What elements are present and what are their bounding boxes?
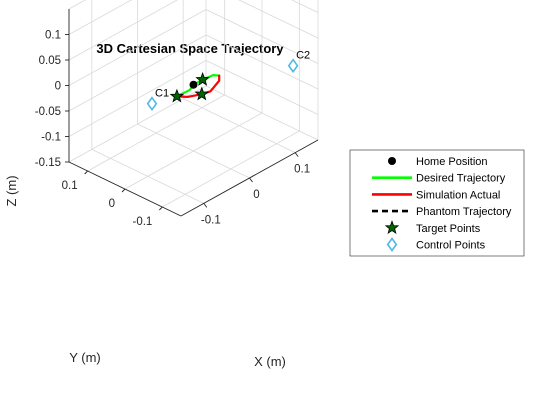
back-wall-gridline <box>68 0 178 61</box>
control-point-marker <box>287 58 299 74</box>
target-point-marker <box>195 71 210 86</box>
z-tick-label: -0.05 <box>35 106 61 118</box>
y-tick-label: 0.1 <box>62 180 78 192</box>
side-wall-gridline <box>238 0 319 39</box>
legend-entry: Desired Trajectory <box>372 173 506 185</box>
back-wall-gridline <box>68 9 207 86</box>
legend-diamond-swatch <box>386 237 398 252</box>
tick-mark <box>84 170 88 175</box>
legend-label: Home Position <box>416 156 488 168</box>
legend-label: Control Points <box>416 240 486 252</box>
z-tick-label: 0.05 <box>39 55 61 67</box>
grid <box>68 0 319 208</box>
legend-entry: Simulation Actual <box>372 189 500 201</box>
legend-label: Target Points <box>416 223 481 235</box>
target-point-marker <box>169 88 185 103</box>
x-tick-label: 0 <box>253 189 259 201</box>
tick-mark <box>249 177 253 183</box>
floor-gridline <box>124 112 263 190</box>
tick-mark <box>203 203 208 208</box>
legend-entry: Phantom Trajectory <box>372 206 512 218</box>
z-tick-label: -0.15 <box>35 157 61 169</box>
floor-gridline <box>162 130 300 208</box>
legend: Home Position Desired Trajectory Simulatio… <box>349 149 525 257</box>
side-wall-gridline <box>291 0 319 13</box>
target-point-marker <box>194 86 210 101</box>
z-tick-label: 0 <box>55 81 61 93</box>
x-axis-label: X (m) <box>254 354 286 369</box>
legend-entry: Home Position <box>388 156 488 168</box>
y-axis-label: Y (m) <box>69 350 101 365</box>
legend-entry: Target Points <box>384 220 481 235</box>
back-wall-gridline <box>68 34 207 112</box>
legend-home-swatch <box>388 157 396 165</box>
legend-label: Desired Trajectory <box>416 173 506 185</box>
x-tick-label: -0.1 <box>201 214 221 226</box>
back-wall-gridline <box>68 60 207 137</box>
control-point-label: C2 <box>296 50 310 62</box>
y-tick-label: -0.1 <box>133 216 153 228</box>
legend-box <box>349 149 525 257</box>
tick-mark <box>121 188 126 193</box>
plot-data: C1 C2 <box>146 50 310 112</box>
side-wall-gridline <box>205 34 319 90</box>
side-wall-gridline <box>205 85 319 141</box>
tick-mark <box>159 206 163 211</box>
axes <box>65 9 319 217</box>
back-wall-gridline <box>68 0 133 35</box>
z-tick-label: 0.1 <box>45 30 61 42</box>
x-tick-label: 0.1 <box>294 164 310 176</box>
back-wall-gridline <box>68 85 207 163</box>
floor-gridline <box>87 94 225 172</box>
legend-star-swatch <box>384 220 400 234</box>
legend-label: Simulation Actual <box>416 189 500 201</box>
home-position-marker <box>189 80 198 89</box>
side-wall-gridline <box>205 9 319 64</box>
chart-title: 3D Cartesian Space Trajectory <box>96 41 284 56</box>
legend-label: Phantom Trajectory <box>416 206 512 218</box>
z-axis-label: Z (m) <box>4 175 19 206</box>
control-point-label: C1 <box>155 88 169 100</box>
legend-entry: Control Points <box>386 237 486 252</box>
series-line-desired-trajectory <box>175 73 221 98</box>
z-tick-label: -0.1 <box>41 132 61 144</box>
y-tick-label: 0 <box>109 198 115 210</box>
control-point-marker <box>146 96 158 112</box>
side-wall-gridline <box>205 60 319 115</box>
tick-mark <box>294 152 299 157</box>
